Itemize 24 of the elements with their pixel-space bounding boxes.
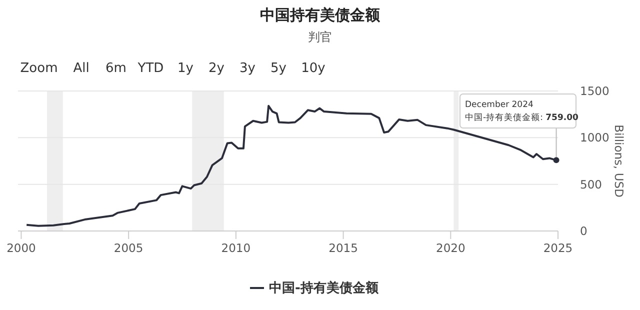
text: Zoom [20, 61, 58, 76]
annotation: December 2024 中国-持有美债金额: 759.00 [465, 100, 579, 123]
text: 5y [270, 61, 287, 76]
y-axis-title: Billions, USD [612, 124, 626, 198]
text: 10y [301, 61, 326, 76]
text: 2y [208, 61, 225, 76]
chart-subtitle: 判官 [308, 30, 332, 44]
x-tick-label: 2025 [543, 241, 573, 255]
x-tick-label: 2000 [6, 241, 36, 255]
y-tick-label: 1000 [580, 130, 610, 145]
text: All [73, 61, 90, 76]
y-tick-label: 1500 [580, 84, 610, 98]
legend-label: 中国-持有美债金额 [269, 280, 380, 296]
y-tick-label: 0 [580, 224, 588, 238]
text: 6m [106, 61, 126, 76]
x-tick-label: 2010 [221, 241, 251, 255]
y-tick-label: 500 [580, 177, 602, 192]
x-tick-label: 2020 [436, 241, 466, 255]
text: 1y [178, 61, 194, 76]
text: 3y [240, 61, 256, 76]
x-tick-label: 2015 [328, 241, 358, 255]
chart-title: 中国持有美债金额 [260, 6, 381, 24]
x-tick-label: 2005 [114, 241, 144, 255]
text: YTD [136, 61, 164, 76]
